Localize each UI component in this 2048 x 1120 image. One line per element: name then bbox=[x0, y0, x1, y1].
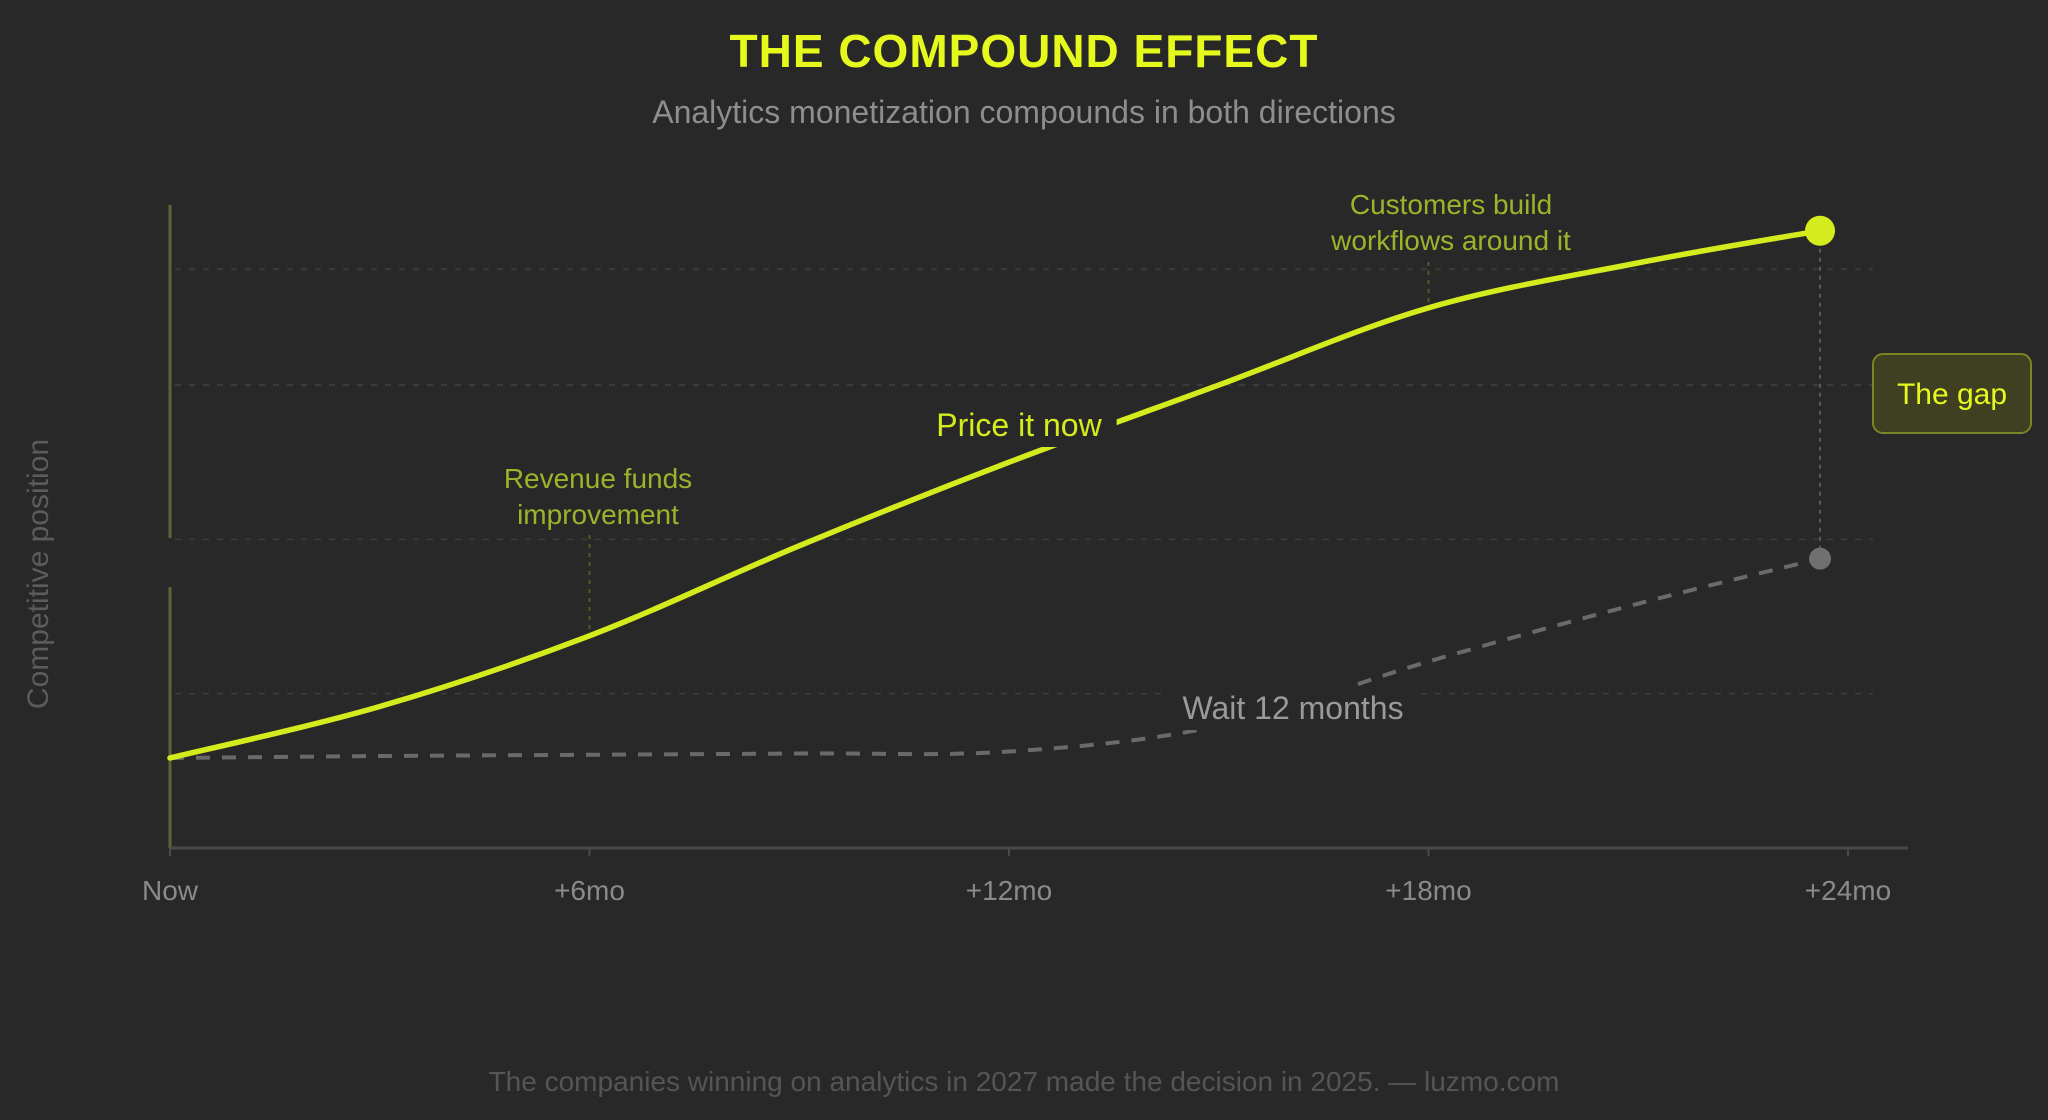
series-label-wait: Wait 12 months bbox=[1182, 690, 1403, 726]
y-axis-label: Competitive position bbox=[22, 439, 55, 709]
series-line-primary bbox=[167, 227, 1823, 761]
series-label-primary: Price it now bbox=[936, 407, 1102, 443]
chart-subtitle: Analytics monetization compounds in both… bbox=[652, 94, 1396, 130]
annotation-label: workflows around it bbox=[1330, 225, 1571, 256]
series-line-wait bbox=[169, 556, 1821, 760]
footer-text: The companies winning on analytics in 20… bbox=[488, 1066, 1560, 1097]
endpoint-wait bbox=[1809, 547, 1832, 570]
annotation-label: Customers build bbox=[1350, 189, 1552, 220]
gap-box bbox=[1872, 353, 2032, 434]
series-label-wait-bg bbox=[1168, 686, 1418, 730]
annotation-label: Revenue funds bbox=[504, 463, 692, 494]
x-tick-label: +12mo bbox=[966, 875, 1052, 906]
x-tick-label: +18mo bbox=[1385, 875, 1471, 906]
endpoint-primary bbox=[1805, 215, 1836, 246]
gap-label: The gap bbox=[1897, 378, 2007, 411]
annotation-label: improvement bbox=[517, 499, 679, 530]
x-tick-label: +6mo bbox=[554, 875, 625, 906]
series-label-primary-bg bbox=[922, 403, 1117, 447]
x-tick-label: Now bbox=[142, 875, 199, 906]
x-tick-label: +24mo bbox=[1805, 875, 1891, 906]
chart-title: THE COMPOUND EFFECT bbox=[729, 25, 1319, 77]
